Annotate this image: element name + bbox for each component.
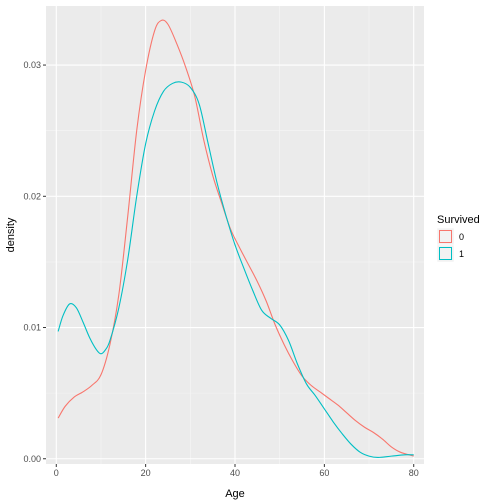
x-tick-label: 40 (230, 468, 240, 478)
x-tick-label: 0 (54, 468, 59, 478)
major-gridlines (46, 6, 424, 464)
density-line-survived-1 (57, 81, 414, 458)
y-tick-label: 0.03 (23, 60, 41, 70)
y-tick-label: 0.01 (23, 323, 41, 333)
x-axis: 0 20 40 60 80 (54, 464, 419, 478)
legend-label-0: 0 (459, 232, 464, 242)
legend-label-1: 1 (459, 249, 464, 259)
x-tick-label: 20 (141, 468, 151, 478)
x-tick-label: 60 (319, 468, 329, 478)
legend-title: Survived (437, 214, 480, 226)
y-tick-label: 0.00 (23, 454, 41, 464)
y-tick-label: 0.02 (23, 191, 41, 201)
legend-key-1 (436, 244, 455, 263)
density-curves (57, 19, 414, 458)
y-axis: 0.00 0.01 0.02 0.03 (23, 60, 46, 464)
x-axis-title: Age (225, 488, 245, 500)
legend: Survived 0 1 (436, 214, 480, 263)
legend-swatch-0 (439, 230, 452, 243)
y-axis-title: density (5, 217, 17, 252)
legend-swatch-1 (439, 247, 452, 260)
x-tick-label: 80 (409, 468, 419, 478)
